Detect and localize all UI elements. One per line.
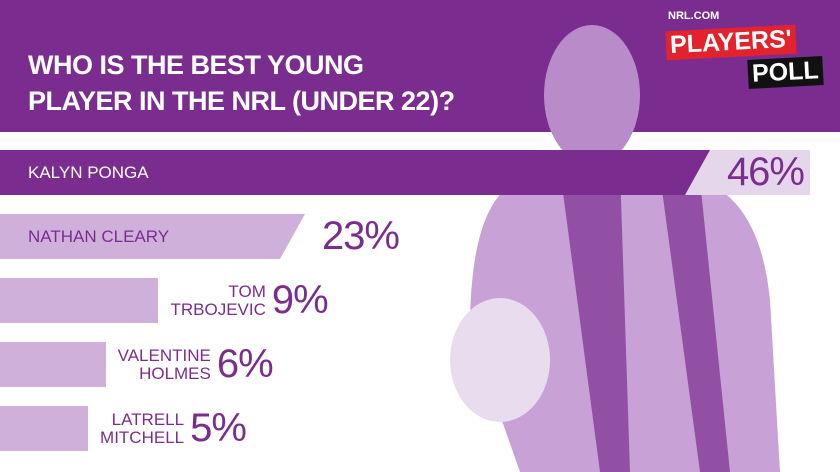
bar	[0, 342, 106, 387]
logo-text: POLL	[747, 56, 824, 89]
value-box: 23%	[280, 214, 405, 259]
jersey-stripes	[560, 168, 730, 472]
value-label: 6%	[216, 342, 274, 386]
bar-label: TOM TRBOJEVIC	[170, 281, 266, 319]
bar-label: NATHAN CLEARY	[28, 227, 170, 246]
title-line: PLAYER IN THE NRL (UNDER 22)?	[28, 86, 455, 116]
title-line: WHO IS THE BEST YOUNG	[28, 50, 364, 80]
logo-text: NRL.COM	[668, 10, 720, 22]
label-group: LATRELL MITCHELL 5%	[100, 406, 247, 451]
label-group: TOM TRBOJEVIC 9%	[170, 278, 329, 323]
bar-label: LATRELL MITCHELL	[100, 409, 185, 447]
bar-label: VALENTINE HOLMES	[117, 345, 211, 383]
label-group: VALENTINE HOLMES 6%	[117, 342, 274, 387]
bar	[0, 406, 89, 451]
bar	[0, 278, 159, 323]
bar	[0, 150, 810, 195]
value-label: 9%	[271, 278, 329, 322]
player-head	[544, 25, 640, 165]
value-label: 5%	[190, 406, 247, 450]
football	[450, 298, 550, 422]
value-label: 23%	[321, 214, 400, 258]
value-label: 46%	[726, 150, 805, 194]
bar-label: KALYN PONGA	[28, 163, 149, 182]
